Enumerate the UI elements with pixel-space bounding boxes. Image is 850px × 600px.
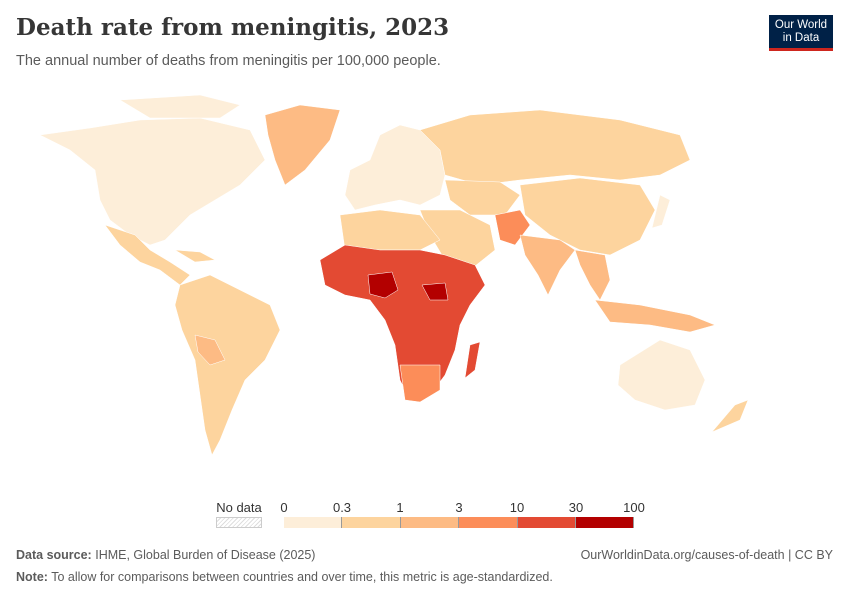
source-url-link[interactable]: OurWorldinData.org/causes-of-death | CC … [580, 548, 833, 562]
legend-tick: 100 [623, 500, 645, 515]
region-new-zealand[interactable] [711, 399, 749, 433]
region-bolivia-peru[interactable] [194, 334, 226, 366]
legend-tick: 0.3 [332, 500, 352, 515]
legend-tick: 1 [396, 500, 404, 515]
legend-no-data-swatch[interactable] [216, 517, 262, 528]
legend-bin-5[interactable] [576, 517, 635, 528]
region-southern-africa[interactable] [399, 364, 441, 403]
legend-bin-4[interactable] [517, 517, 576, 528]
chart-subtitle: The annual number of deaths from meningi… [16, 53, 441, 69]
legend-bin-1[interactable] [342, 517, 401, 528]
region-madagascar[interactable] [464, 341, 481, 379]
region-southeast-asia[interactable] [574, 249, 611, 301]
region-greenland[interactable] [264, 104, 341, 186]
chart-title: Death rate from meningitis, 2023 [16, 14, 450, 41]
region-china-mongolia[interactable] [519, 177, 656, 256]
region-indonesia[interactable] [594, 299, 716, 333]
region-japan[interactable] [651, 194, 671, 229]
data-source: Data source: IHME, Global Burden of Dise… [16, 548, 315, 562]
note: Note: To allow for comparisons between c… [16, 570, 553, 584]
legend-tick: 0 [280, 500, 288, 515]
owid-logo[interactable]: Our World in Data [769, 15, 833, 51]
region-south-sudan[interactable] [421, 282, 449, 301]
region-south-america[interactable] [174, 274, 281, 456]
region-australia[interactable] [617, 339, 706, 411]
region-russia[interactable] [419, 109, 691, 186]
source-label: Data source: [16, 548, 92, 562]
region-nigeria[interactable] [367, 271, 399, 299]
legend-tick: 30 [568, 500, 584, 515]
region-caribbean[interactable] [174, 249, 216, 263]
region-canada-arctic[interactable] [119, 94, 241, 119]
legend-no-data-label: No data [216, 500, 262, 515]
legend-tick: 10 [509, 500, 525, 515]
world-map [39, 94, 749, 456]
note-label: Note: [16, 570, 48, 584]
legend: No data 0 0.3 1 3 10 30 100 [0, 500, 850, 540]
legend-bin-3[interactable] [459, 517, 518, 528]
source-text: IHME, Global Burden of Disease (2025) [95, 548, 316, 562]
region-india[interactable] [519, 234, 576, 296]
region-mexico-central-america[interactable] [104, 224, 191, 286]
legend-bin-2[interactable] [400, 517, 460, 528]
legend-bin-0[interactable] [284, 517, 343, 528]
note-text: To allow for comparisons between countri… [51, 570, 553, 584]
region-north-america[interactable] [39, 117, 266, 246]
legend-tick: 3 [455, 500, 463, 515]
